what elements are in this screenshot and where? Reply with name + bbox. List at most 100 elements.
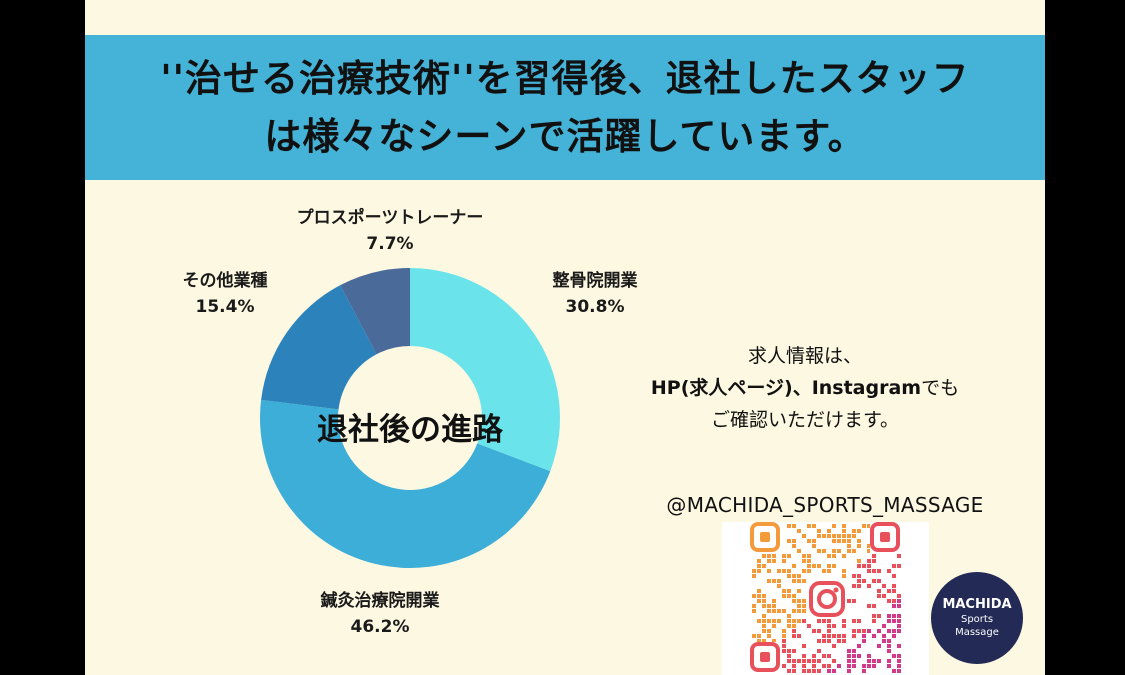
qr-module	[772, 619, 776, 623]
qr-module	[792, 669, 796, 673]
qr-module	[787, 569, 791, 573]
qr-module	[797, 574, 801, 578]
qr-module	[867, 664, 871, 668]
qr-module	[817, 639, 821, 643]
machida-logo: MACHIDA Sports Massage	[931, 572, 1023, 664]
qr-module	[897, 619, 901, 623]
qr-module	[772, 579, 776, 583]
qr-module	[752, 604, 756, 608]
qr-module	[872, 569, 876, 573]
qr-module	[857, 539, 861, 543]
qr-module	[847, 649, 851, 653]
qr-module	[847, 544, 851, 548]
qr-module	[767, 604, 771, 608]
page: ''治せる治療技術''を習得後、退社したスタッフ は様々なシーンで活躍しています…	[85, 0, 1045, 675]
qr-module	[872, 659, 876, 663]
qr-module	[757, 569, 761, 573]
qr-module	[882, 639, 886, 643]
qr-module	[872, 554, 876, 558]
qr-module	[757, 599, 761, 603]
qr-module	[822, 654, 826, 658]
qr-module	[877, 659, 881, 663]
slice-label-shinkyu: 鍼灸治療院開業 46.2%	[255, 588, 505, 640]
qr-module	[852, 659, 856, 663]
qr-module	[892, 599, 896, 603]
qr-module	[892, 634, 896, 638]
qr-module	[807, 559, 811, 563]
qr-module	[767, 634, 771, 638]
qr-module	[857, 579, 861, 583]
info-line-3: ご確認いただけます。	[710, 409, 900, 431]
qr-module	[892, 574, 896, 578]
info-links[interactable]: HP(求人ページ)、Instagram	[650, 377, 922, 399]
qr-module	[887, 614, 891, 618]
qr-module	[797, 659, 801, 663]
info-line-1: 求人情報は、	[747, 345, 862, 367]
qr-module	[787, 554, 791, 558]
qr-module	[782, 589, 786, 593]
qr-module	[887, 659, 891, 663]
qr-module	[822, 664, 826, 668]
qr-module	[757, 594, 761, 598]
qr-module	[892, 669, 896, 673]
qr-module	[792, 629, 796, 633]
qr-module	[807, 659, 811, 663]
qr-module	[802, 609, 806, 613]
qr-module	[832, 634, 836, 638]
qr-module	[822, 549, 826, 553]
qr-module	[867, 564, 871, 568]
qr-module	[847, 669, 851, 673]
slice-category: プロスポーツトレーナー	[296, 208, 484, 228]
slice-value: 7.7%	[366, 234, 414, 254]
qr-module	[832, 534, 836, 538]
qr-module	[807, 539, 811, 543]
qr-module	[872, 614, 876, 618]
instagram-icon	[809, 581, 845, 617]
instagram-qr-code[interactable]	[722, 522, 929, 675]
qr-module	[842, 539, 846, 543]
qr-module	[892, 589, 896, 593]
qr-module	[892, 584, 896, 588]
qr-module	[757, 634, 761, 638]
qr-module	[847, 599, 851, 603]
qr-module	[857, 619, 861, 623]
qr-module	[812, 524, 816, 528]
qr-module	[832, 564, 836, 568]
qr-module	[807, 554, 811, 558]
qr-module	[882, 634, 886, 638]
qr-module	[842, 529, 846, 533]
qr-module	[787, 659, 791, 663]
qr-module	[887, 619, 891, 623]
qr-module	[827, 654, 831, 658]
qr-module	[897, 644, 901, 648]
qr-module	[857, 564, 861, 568]
qr-module	[892, 604, 896, 608]
qr-module	[867, 584, 871, 588]
qr-module	[822, 619, 826, 623]
qr-module	[802, 604, 806, 608]
slice-other	[261, 285, 377, 410]
qr-module	[772, 599, 776, 603]
logo-line-3: Massage	[955, 627, 999, 638]
donut-chart	[260, 268, 560, 568]
qr-module	[792, 624, 796, 628]
qr-module	[827, 629, 831, 633]
qr-module	[827, 669, 831, 673]
qr-module	[852, 619, 856, 623]
qr-module	[827, 564, 831, 568]
qr-module	[837, 539, 841, 543]
qr-module	[897, 614, 901, 618]
qr-module	[787, 539, 791, 543]
qr-module	[787, 654, 791, 658]
qr-module	[787, 649, 791, 653]
qr-module	[802, 654, 806, 658]
qr-module	[872, 634, 876, 638]
qr-module	[782, 644, 786, 648]
qr-module	[817, 564, 821, 568]
instagram-handle[interactable]: @MACHIDA_SPORTS_MASSAGE	[666, 493, 984, 517]
qr-module	[777, 579, 781, 583]
qr-module	[832, 659, 836, 663]
qr-module	[792, 539, 796, 543]
qr-module	[832, 549, 836, 553]
qr-module	[837, 549, 841, 553]
